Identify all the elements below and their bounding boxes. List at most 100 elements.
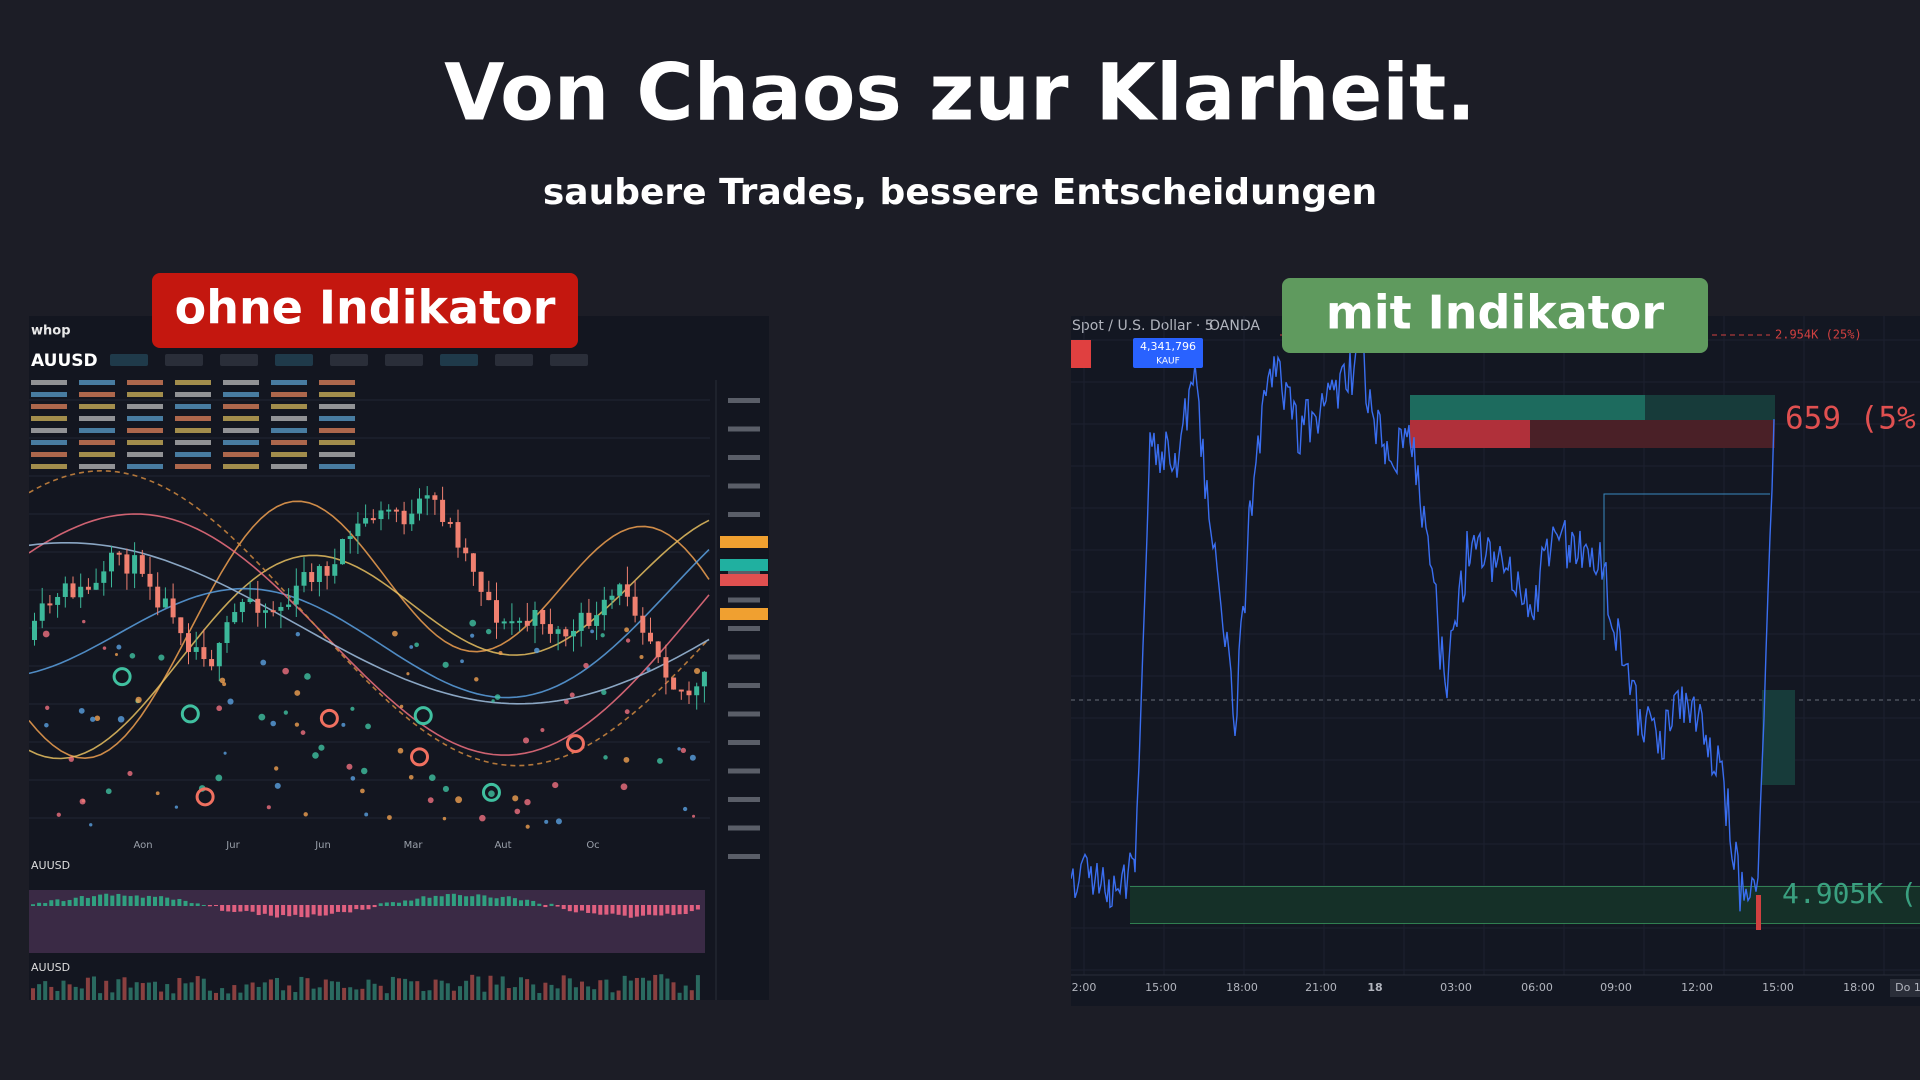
volume-bar	[567, 978, 572, 1000]
indicator-text	[319, 404, 355, 409]
dot	[677, 747, 681, 751]
histogram-bar	[244, 905, 249, 911]
price-label	[728, 768, 760, 774]
candle-body	[563, 629, 569, 637]
candle-body	[663, 657, 669, 678]
histogram-bar	[573, 905, 578, 913]
histogram-bar	[43, 903, 48, 906]
histogram-bar	[116, 893, 121, 906]
toolbar-item	[275, 354, 313, 366]
histogram-bar	[153, 896, 157, 906]
histogram-bar	[464, 896, 469, 906]
indicator-text	[31, 440, 67, 445]
dot	[469, 619, 477, 627]
price-tag	[720, 574, 768, 586]
dot	[583, 662, 589, 669]
price-label	[728, 626, 760, 631]
histogram-bar	[616, 905, 621, 915]
dot	[158, 654, 165, 661]
histogram-bar	[689, 905, 694, 912]
dot	[68, 756, 75, 762]
volume-bar	[140, 983, 145, 1000]
volume-bar	[238, 992, 243, 1000]
histogram-bar	[482, 895, 487, 906]
dot	[341, 722, 346, 727]
x-label: 21:00	[1305, 981, 1337, 994]
histogram-bar	[110, 895, 115, 906]
x-label: Oc	[586, 840, 599, 851]
x-label: 06:00	[1521, 981, 1553, 994]
histogram-bar	[348, 905, 353, 913]
title: Von Chaos zur Klarheit.	[444, 48, 1476, 138]
x-label: Aut	[494, 840, 511, 851]
histogram-bar	[183, 900, 188, 906]
level-green: 4.905K (	[1782, 877, 1917, 910]
histogram-bar	[378, 903, 383, 906]
volume-bar	[512, 987, 517, 1000]
histogram-bar	[598, 905, 603, 915]
volume-bar	[146, 982, 151, 1000]
candle-body	[671, 677, 677, 690]
volume-bar	[580, 981, 584, 1000]
histogram-bar	[604, 905, 609, 915]
candle-body	[571, 630, 576, 637]
candle-body	[524, 620, 530, 626]
x-label: Jur	[225, 840, 240, 851]
signal	[319, 708, 339, 728]
indicator-text	[31, 416, 67, 421]
dot	[603, 755, 608, 760]
candle-body	[316, 566, 322, 582]
x-label: 09:00	[1600, 981, 1632, 994]
candle-body	[124, 554, 130, 574]
indicator-text	[271, 392, 307, 397]
volume-bar	[397, 978, 401, 1000]
indicator-text	[79, 440, 115, 445]
volume-bar	[214, 992, 218, 1000]
volume-bar	[665, 978, 670, 1000]
indicator-text	[79, 428, 115, 433]
dot	[442, 661, 449, 668]
volume-bar	[299, 976, 304, 1000]
indicator-text	[223, 452, 259, 457]
x-label: 2:00	[1072, 981, 1097, 994]
dot	[312, 752, 319, 759]
candle-body	[463, 547, 469, 554]
dot	[498, 650, 503, 655]
volume-bar	[256, 986, 261, 1000]
dot	[300, 730, 306, 735]
volume-bar	[342, 987, 347, 1000]
histogram-bar	[592, 905, 597, 914]
indicator-text	[31, 428, 67, 433]
dot	[590, 629, 595, 634]
dot	[474, 677, 479, 682]
dot	[258, 713, 266, 721]
histogram-bar	[677, 905, 682, 915]
volume-bar	[128, 987, 133, 1000]
dot	[680, 747, 687, 754]
volume-bar	[500, 976, 505, 1000]
order-value: 4,341,796	[1140, 340, 1196, 353]
volume-bar	[573, 987, 578, 1000]
indicator-text	[271, 380, 307, 385]
zone-red	[1410, 420, 1530, 448]
dot	[689, 754, 696, 761]
histogram-bar	[476, 894, 481, 906]
histogram-bar	[305, 905, 310, 918]
volume-bar	[293, 992, 298, 1000]
histogram-bar	[360, 905, 365, 910]
price-tag	[720, 608, 768, 620]
histogram-bar	[525, 899, 530, 906]
volume-bar	[116, 979, 121, 1000]
histogram-bar	[177, 898, 182, 906]
candle-body	[494, 600, 499, 623]
histogram-bar	[61, 901, 66, 906]
histogram-bar	[262, 905, 267, 914]
candle-body	[263, 610, 268, 613]
histogram-bar	[439, 896, 444, 906]
indicator-text	[127, 464, 163, 469]
dot	[624, 627, 629, 633]
volume-bar	[628, 980, 633, 1000]
dot	[216, 705, 223, 712]
dot	[283, 710, 288, 715]
